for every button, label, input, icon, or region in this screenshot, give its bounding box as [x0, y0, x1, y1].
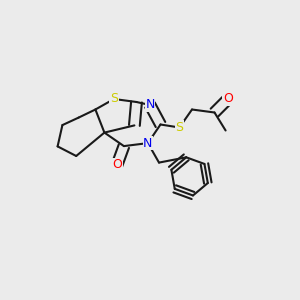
Text: O: O	[112, 158, 122, 172]
Text: S: S	[176, 121, 183, 134]
Text: N: N	[143, 136, 153, 150]
Text: N: N	[145, 98, 155, 112]
Text: S: S	[110, 92, 118, 106]
Text: O: O	[223, 92, 233, 106]
